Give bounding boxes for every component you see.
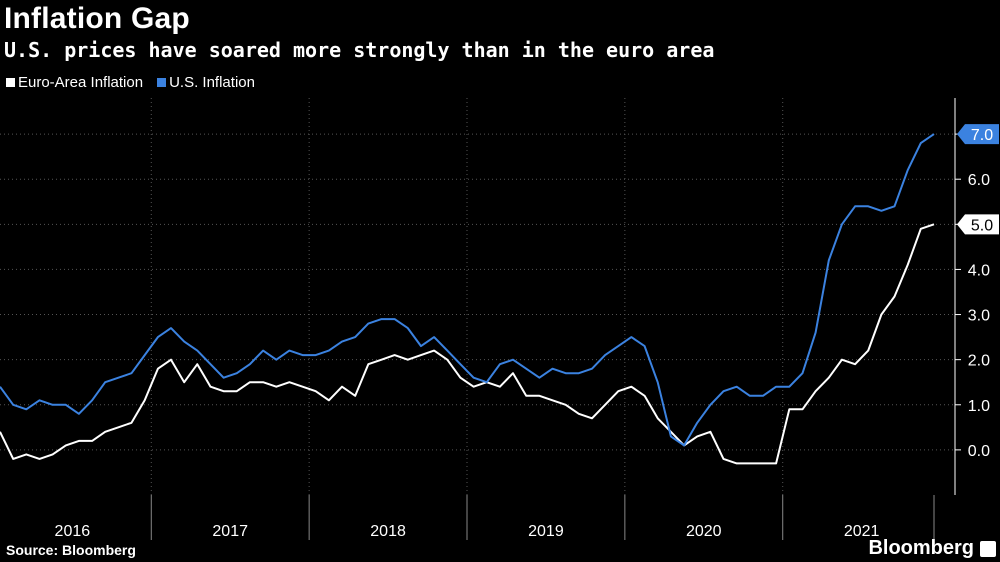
- legend-label-us: U.S. Inflation: [169, 74, 255, 91]
- legend: Euro-Area Inflation U.S. Inflation: [6, 74, 269, 91]
- y-tick-label: 1.0: [968, 398, 990, 415]
- legend-label-euro: Euro-Area Inflation: [18, 74, 144, 91]
- x-tick-label: 2019: [528, 523, 564, 540]
- end-label-euro: 5.0: [971, 217, 993, 234]
- end-tag-euro: [957, 214, 999, 235]
- legend-item-us: U.S. Inflation: [157, 74, 255, 91]
- series-line-euro: [0, 223, 935, 465]
- y-tick-label: 4.0: [968, 262, 990, 279]
- x-tick-label: 2021: [844, 523, 880, 540]
- y-tick-label: 3.0: [968, 308, 990, 325]
- series-line-us: [0, 133, 935, 447]
- chart-title: Inflation Gap: [4, 2, 190, 35]
- y-tick-label: 2.0: [968, 353, 990, 370]
- source-note: Source: Bloomberg: [6, 542, 136, 558]
- y-tick-label: 6.0: [968, 172, 990, 189]
- end-tag-us: [957, 124, 999, 145]
- end-label-us: 7.0: [971, 127, 993, 144]
- chart-subtitle: U.S. prices have soared more strongly th…: [4, 38, 715, 62]
- legend-swatch-euro: [6, 78, 15, 87]
- y-tick-label: 0.0: [968, 443, 990, 460]
- legend-item-euro: Euro-Area Inflation: [6, 74, 143, 91]
- x-tick-label: 2020: [686, 523, 722, 540]
- x-tick-label: 2018: [370, 523, 406, 540]
- legend-swatch-us: [157, 78, 167, 87]
- brand-mark-icon: [980, 541, 996, 557]
- x-tick-label: 2017: [212, 523, 248, 540]
- x-tick-label: 2016: [55, 523, 91, 540]
- brand-logo: Bloomberg: [868, 537, 974, 559]
